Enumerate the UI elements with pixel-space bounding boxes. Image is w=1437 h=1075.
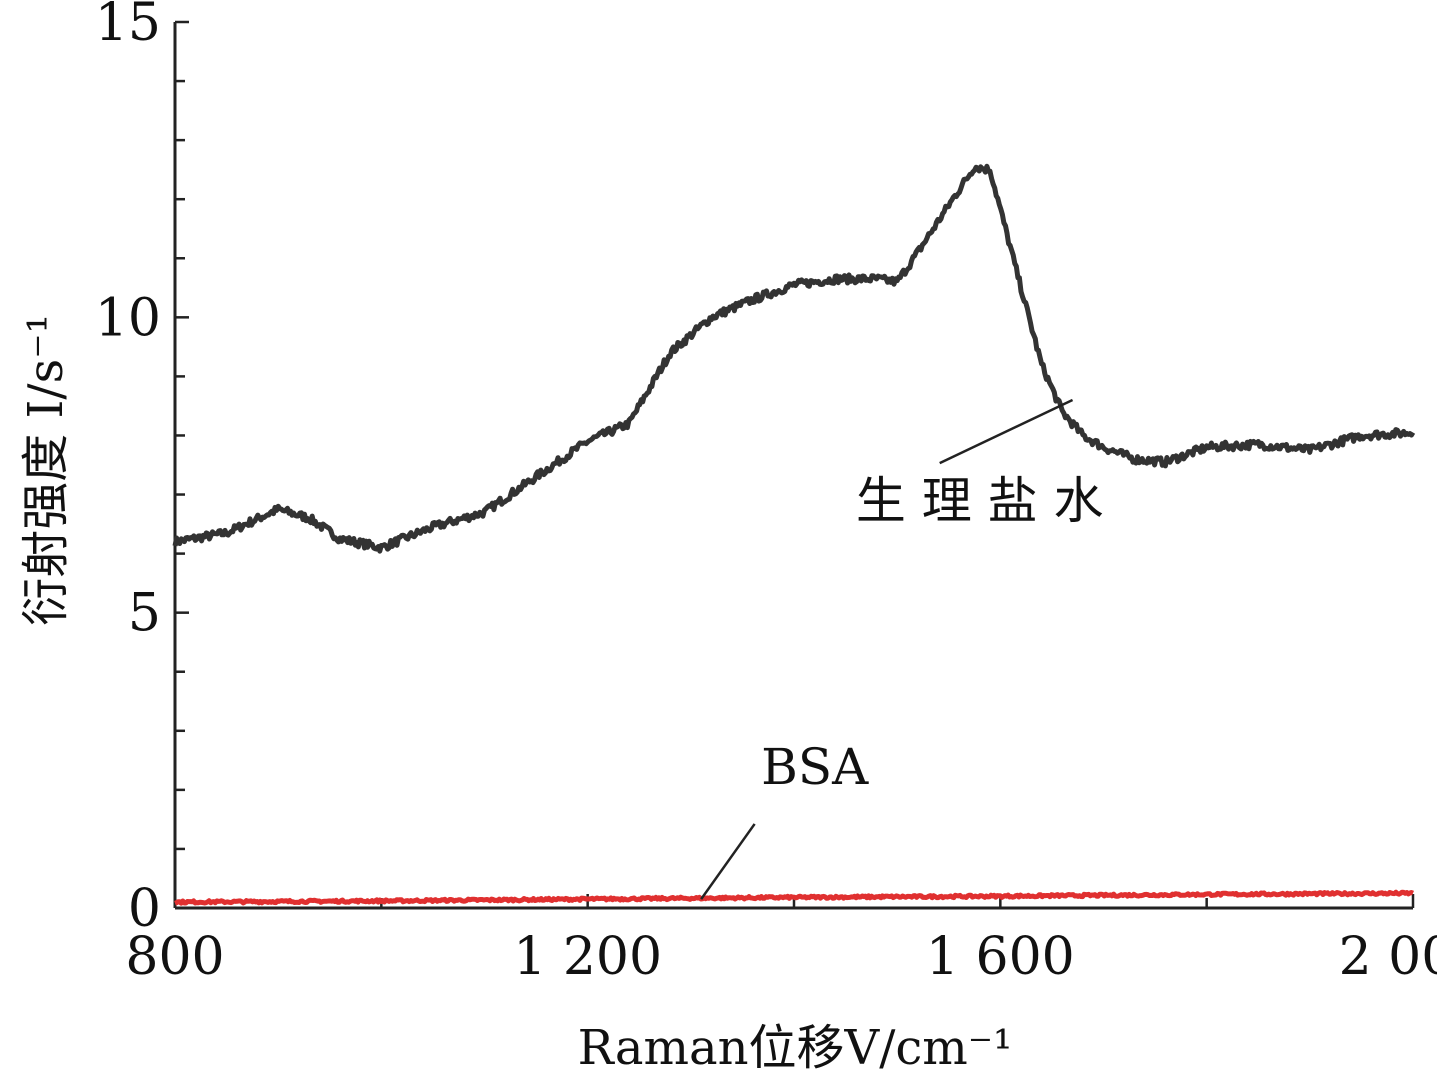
- y-tick-label: 15: [95, 0, 161, 53]
- y-tick-label: 0: [128, 879, 161, 939]
- leader-line-bsa: [700, 823, 756, 900]
- x-tick-label: 1 200: [513, 927, 662, 987]
- x-tick-label: 2 000: [1339, 927, 1437, 987]
- series-line-bsa: [174, 889, 1415, 906]
- annotation-label-saline: 生 理 盐 水: [856, 472, 1104, 530]
- annotation-label-bsa: BSA: [761, 738, 869, 796]
- x-axis-title: Raman位移V/cm⁻¹: [578, 1020, 1013, 1075]
- x-tick-label: 800: [125, 927, 224, 987]
- annotations: 生 理 盐 水 BSA: [700, 398, 1104, 900]
- leader-line-saline: [939, 398, 1074, 465]
- y-axis-title: 衍射强度 I/s⁻¹: [18, 314, 74, 626]
- y-tick-label: 10: [95, 288, 161, 348]
- series-group: [172, 163, 1416, 906]
- x-tick-label: 1 600: [926, 927, 1075, 987]
- axes: 0 5 10 15 800 1 200 1 600 2 000: [95, 0, 1437, 987]
- y-tick-label: 5: [128, 584, 161, 644]
- series-line-saline: [172, 163, 1416, 554]
